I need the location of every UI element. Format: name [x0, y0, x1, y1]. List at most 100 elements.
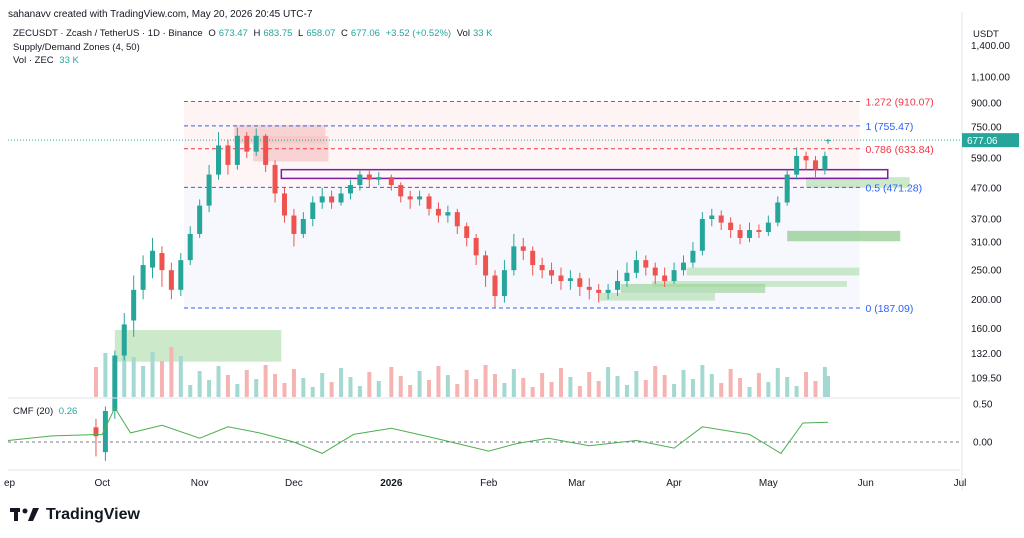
- volume-bar: [540, 373, 545, 397]
- volume-bar: [445, 375, 450, 397]
- candle-body: [681, 262, 687, 271]
- volume-bar: [291, 369, 296, 397]
- volume-bar: [188, 385, 193, 397]
- symbol-legend[interactable]: ZECUSDT · Zcash / TetherUS · 1D · Binanc…: [13, 28, 496, 39]
- volume-bar: [483, 365, 488, 397]
- volume-bar: [329, 382, 334, 397]
- volume-bar: [141, 366, 146, 397]
- candle-body: [709, 215, 715, 220]
- candle-body: [483, 255, 489, 276]
- fib-label: 1 (755.47): [865, 121, 913, 133]
- candle-body: [530, 250, 536, 266]
- candle-body: [398, 185, 404, 197]
- candle-body: [746, 230, 752, 238]
- price-tick-label: 370.00: [971, 215, 1002, 226]
- candle-body: [662, 275, 668, 282]
- candle-body: [690, 250, 696, 263]
- fib-label: 0.786 (633.84): [865, 144, 933, 156]
- time-tick-label: Nov: [191, 478, 209, 489]
- candle-body: [567, 278, 573, 282]
- high-value: 683.75: [263, 28, 293, 39]
- volume-bar: [672, 384, 677, 397]
- candles-layer: [8, 127, 960, 461]
- candle-body: [615, 281, 621, 290]
- cmf-legend[interactable]: CMF (20) 0.26: [13, 406, 80, 417]
- candle-body: [426, 196, 432, 209]
- volume-bar: [93, 367, 98, 397]
- candle-body: [492, 275, 498, 297]
- volume-legend[interactable]: Vol · ZEC 33 K: [13, 55, 82, 66]
- price-tick-label: 750.00: [971, 122, 1002, 133]
- volume-bar: [558, 368, 563, 397]
- volume-bar: [310, 387, 315, 397]
- tradingview-logo[interactable]: TradingView: [10, 506, 140, 524]
- candle-body: [300, 219, 306, 234]
- candle-body: [310, 202, 316, 220]
- volume-bar: [709, 374, 714, 397]
- demand-zone: [620, 283, 766, 293]
- volume-bar: [577, 386, 582, 397]
- candle-body: [187, 233, 193, 261]
- volume-bar: [301, 378, 306, 397]
- open-value: 673.47: [218, 28, 248, 39]
- volume-bar: [455, 384, 460, 397]
- volume-bar: [122, 348, 127, 397]
- candle-body: [435, 208, 441, 216]
- candle-body: [357, 174, 363, 186]
- tradingview-logo-text: TradingView: [46, 506, 140, 523]
- volume-bar: [785, 377, 790, 397]
- current-price-label: 677.06: [967, 136, 998, 147]
- candle-body: [464, 226, 470, 238]
- candle-body: [784, 174, 790, 203]
- candle-body: [140, 265, 146, 290]
- volume-bar: [662, 375, 667, 397]
- candle-body: [822, 155, 828, 170]
- fib-layer: 1.272 (910.07) 1 (755.47) 0.786 (633.84) 0.…: [183, 97, 934, 315]
- price-tick-label: 310.00: [971, 238, 1002, 249]
- candle-body: [234, 135, 240, 165]
- candle-body: [756, 230, 762, 232]
- volume-line-value: 33 K: [59, 55, 79, 66]
- cmf-line: [7, 406, 829, 455]
- cmf-value: 0.26: [58, 406, 78, 417]
- volume-bar: [738, 378, 743, 397]
- volume-bar: [719, 383, 724, 397]
- demand-zone: [787, 230, 901, 242]
- volume-bar: [131, 357, 136, 397]
- volume-bar: [263, 365, 268, 397]
- price-tick-label: 109.50: [971, 373, 1002, 384]
- candle-body: [225, 145, 231, 165]
- volume-bar: [521, 378, 526, 397]
- close-value: 677.06: [350, 28, 380, 39]
- demand-zone: [114, 330, 282, 362]
- price-tick-label: 1,100.00: [971, 72, 1010, 83]
- volume-bar: [502, 383, 507, 397]
- candle-body: [291, 215, 297, 234]
- candle-body: [737, 230, 743, 238]
- candle-body: [388, 177, 394, 186]
- candle-body: [624, 272, 630, 282]
- volume-bar: [822, 367, 827, 397]
- time-tick-label: Dec: [285, 478, 303, 489]
- time-tick-label: Oct: [94, 478, 110, 489]
- time-tick-label: 2026: [380, 478, 403, 489]
- volume-bar: [376, 381, 381, 397]
- cmf-label: CMF (20): [13, 406, 54, 417]
- symbol-name: ZECUSDT · Zcash / TetherUS · 1D · Binanc…: [13, 28, 203, 39]
- volume-bar: [794, 386, 799, 397]
- volume-bar: [804, 372, 809, 397]
- indicator-legend[interactable]: Supply/Demand Zones (4, 50): [13, 42, 140, 53]
- price-tick-label: 160.00: [971, 324, 1002, 335]
- volume-bar: [159, 361, 164, 397]
- volume-bar: [273, 374, 278, 397]
- time-tick-label: Mar: [568, 478, 586, 489]
- volume-bar: [436, 366, 441, 397]
- currency-label-box: USDT: [963, 22, 1023, 46]
- volume-bar: [624, 385, 629, 397]
- candle-body: [445, 212, 451, 216]
- candle-body: [454, 212, 460, 227]
- candle-body: [244, 135, 250, 152]
- candle-body: [253, 135, 259, 152]
- time-tick-label: Feb: [480, 478, 498, 489]
